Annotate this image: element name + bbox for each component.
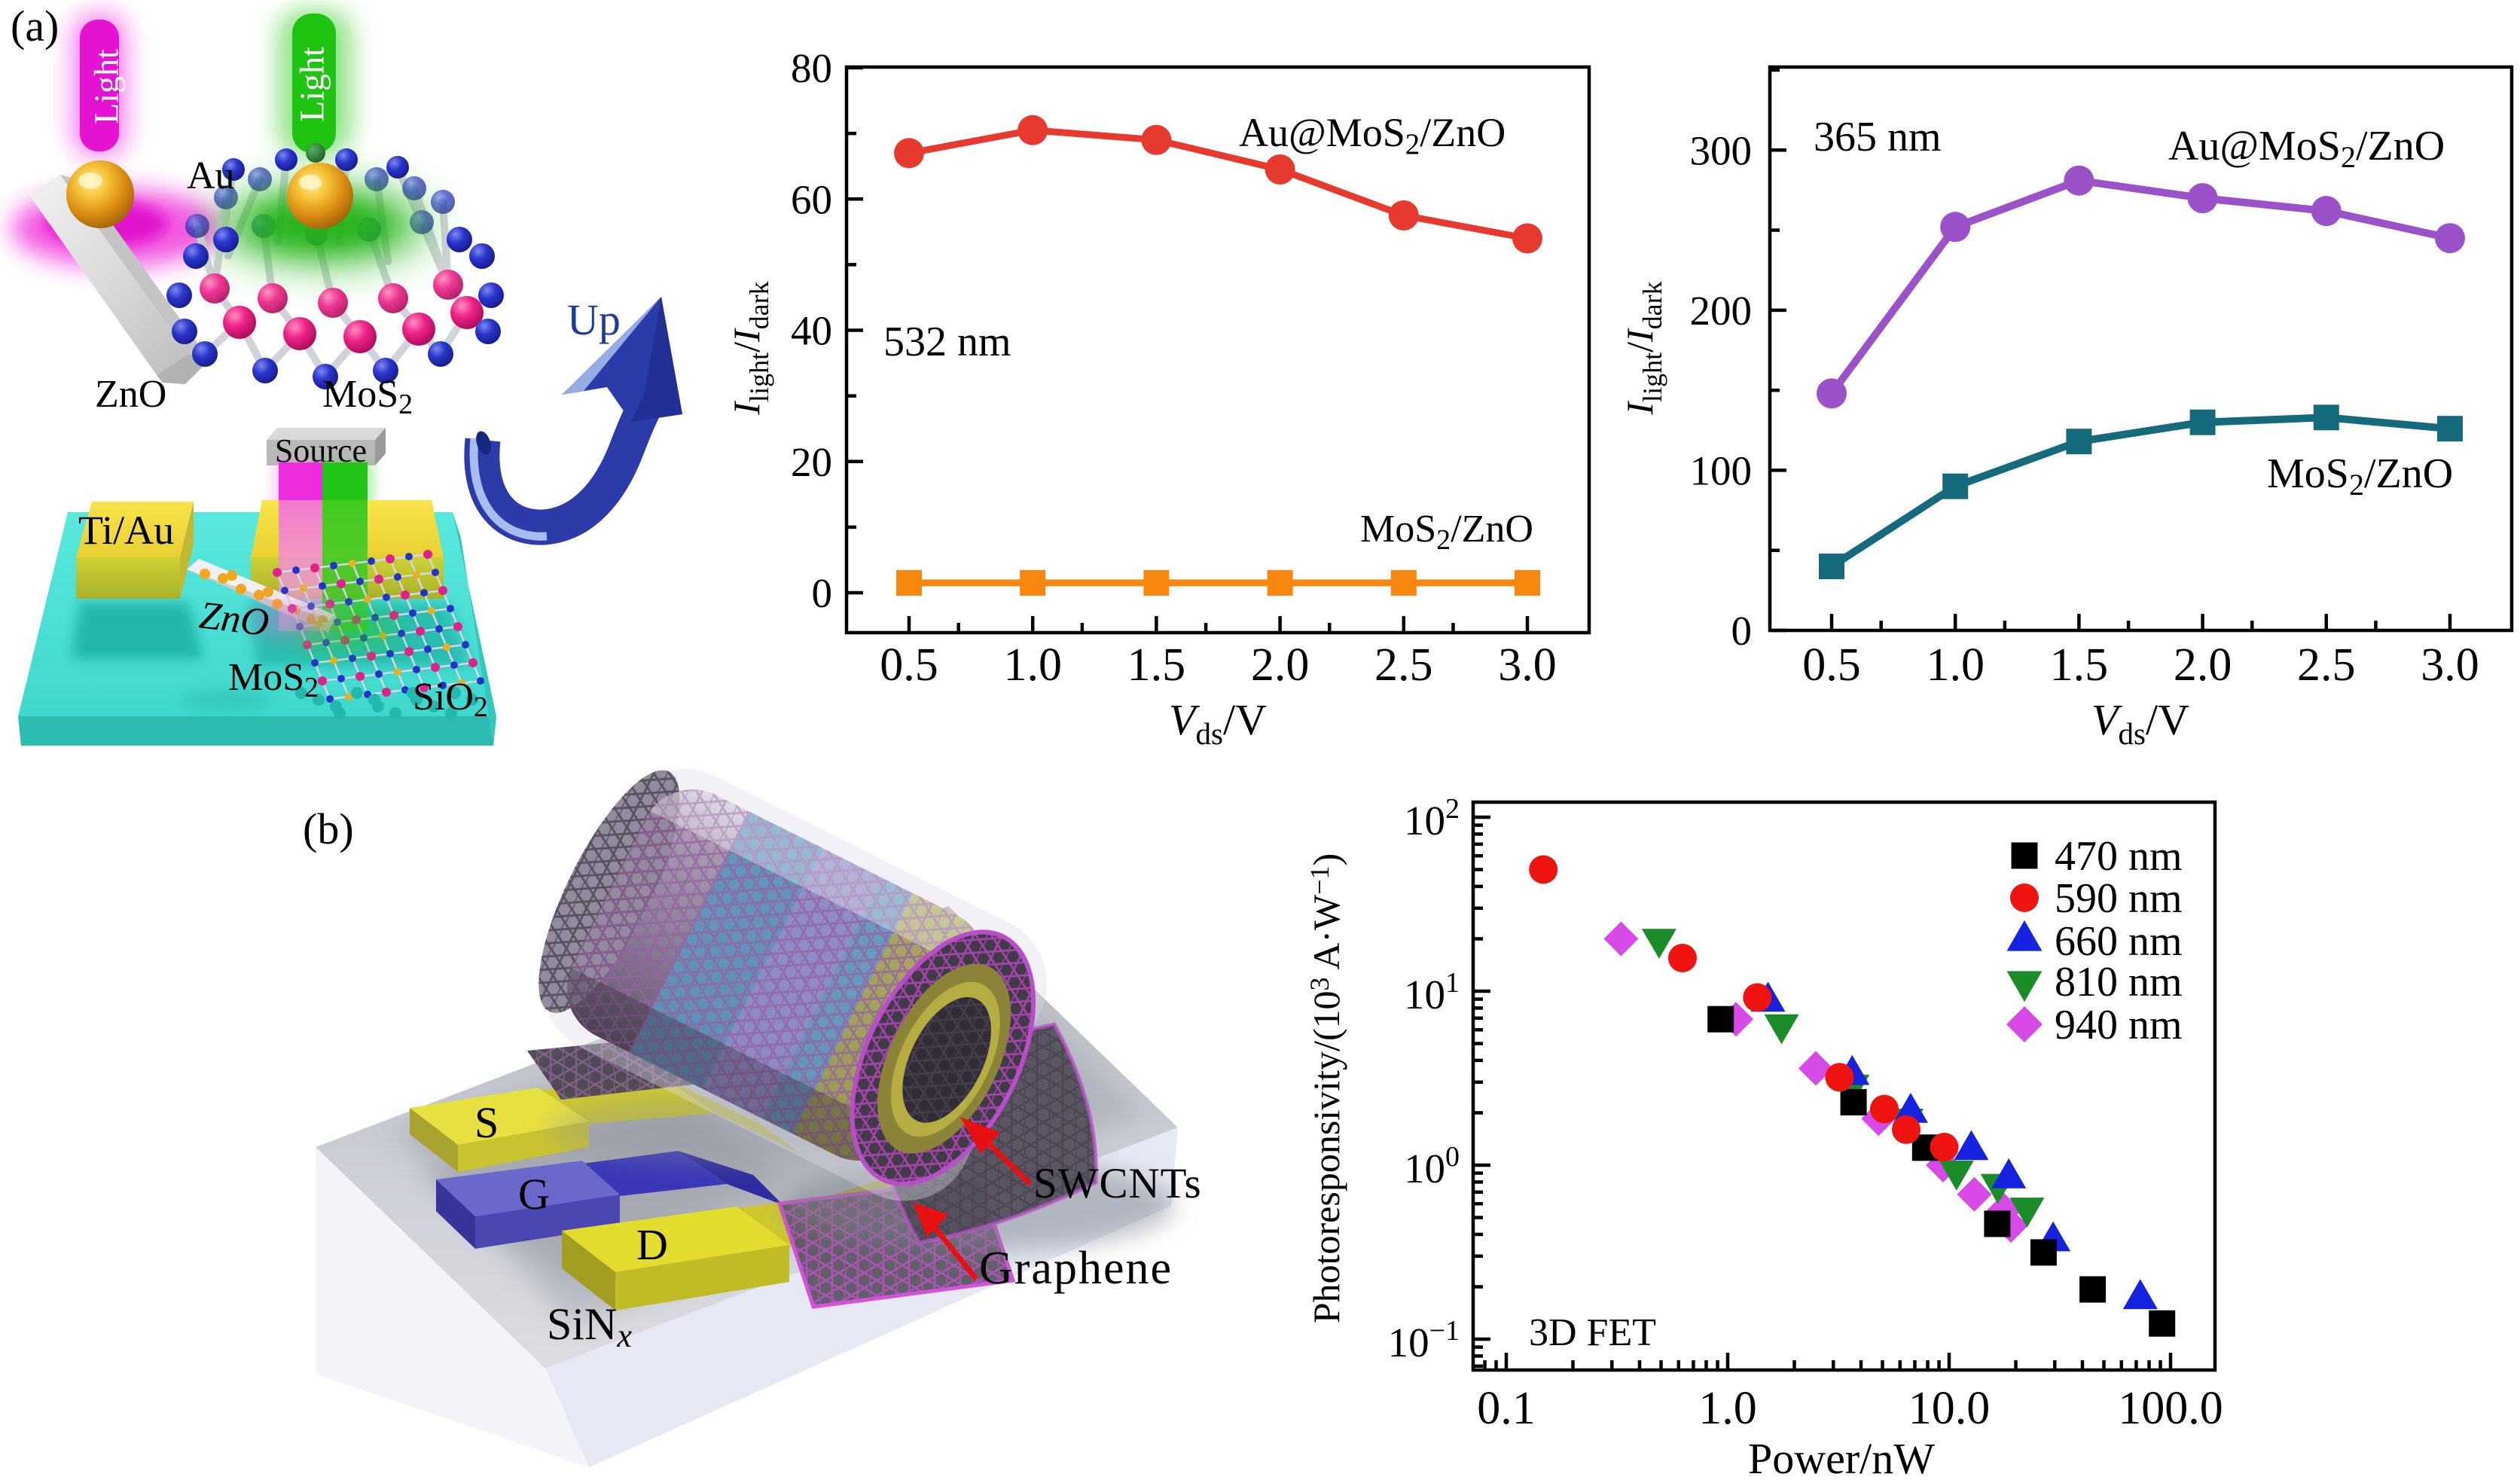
svg-text:3D FET: 3D FET bbox=[1529, 1311, 1656, 1354]
svg-text:MoS2/ZnO: MoS2/ZnO bbox=[1360, 508, 1533, 556]
svg-text:100: 100 bbox=[1690, 447, 1753, 493]
svg-text:940 nm: 940 nm bbox=[2055, 1002, 2183, 1048]
svg-text:60: 60 bbox=[791, 176, 832, 222]
svg-text:660 nm: 660 nm bbox=[2055, 918, 2183, 965]
svg-text:3.0: 3.0 bbox=[2421, 639, 2479, 691]
svg-text:300: 300 bbox=[1690, 127, 1753, 173]
svg-text:101: 101 bbox=[1404, 967, 1460, 1018]
svg-text:Vds/V: Vds/V bbox=[1169, 695, 1267, 751]
svg-text:0.1: 0.1 bbox=[1477, 1383, 1536, 1434]
svg-text:0: 0 bbox=[1731, 608, 1753, 654]
svg-text:D: D bbox=[636, 1220, 668, 1269]
svg-text:20: 20 bbox=[791, 439, 832, 485]
svg-text:Light: Light bbox=[293, 47, 331, 122]
svg-text:2.5: 2.5 bbox=[1374, 639, 1433, 691]
svg-text:590 nm: 590 nm bbox=[2055, 875, 2183, 922]
svg-text:MoS2: MoS2 bbox=[322, 373, 413, 420]
svg-text:MoS2: MoS2 bbox=[228, 656, 319, 703]
svg-text:(a): (a) bbox=[11, 2, 59, 50]
svg-text:Up: Up bbox=[567, 295, 621, 344]
svg-text:Light: Light bbox=[87, 49, 126, 124]
svg-text:Photoresponsivity/(103 A·W−1): Photoresponsivity/(103 A·W−1) bbox=[1304, 853, 1347, 1323]
svg-text:1.0: 1.0 bbox=[1926, 639, 1985, 691]
svg-text:1.0: 1.0 bbox=[1003, 639, 1062, 691]
svg-text:365 nm: 365 nm bbox=[1814, 114, 1942, 160]
svg-text:80: 80 bbox=[791, 45, 832, 91]
svg-text:200: 200 bbox=[1690, 288, 1753, 334]
svg-text:G: G bbox=[518, 1170, 550, 1219]
svg-text:S: S bbox=[474, 1098, 499, 1147]
svg-text:100: 100 bbox=[1404, 1141, 1460, 1192]
svg-text:Graphene: Graphene bbox=[979, 1243, 1173, 1294]
svg-text:0: 0 bbox=[812, 570, 833, 616]
svg-text:SWCNTs: SWCNTs bbox=[1033, 1160, 1202, 1207]
svg-text:2.0: 2.0 bbox=[2174, 639, 2232, 691]
svg-text:532 nm: 532 nm bbox=[883, 319, 1011, 365]
svg-text:Ti/Au: Ti/Au bbox=[78, 508, 174, 553]
svg-text:102: 102 bbox=[1404, 793, 1460, 844]
svg-text:Ilight/Idark: Ilight/Idark bbox=[725, 281, 774, 415]
svg-text:0.5: 0.5 bbox=[880, 639, 938, 691]
svg-text:Au@MoS2/ZnO: Au@MoS2/ZnO bbox=[1239, 110, 1506, 160]
svg-text:10−1: 10−1 bbox=[1388, 1315, 1460, 1366]
svg-text:Au: Au bbox=[187, 154, 235, 197]
svg-text:MoS2/ZnO: MoS2/ZnO bbox=[2267, 450, 2453, 502]
svg-text:470 nm: 470 nm bbox=[2055, 833, 2183, 880]
svg-text:Au@MoS2/ZnO: Au@MoS2/ZnO bbox=[2168, 123, 2445, 174]
svg-text:2.5: 2.5 bbox=[2297, 639, 2356, 691]
svg-text:Power/nW: Power/nW bbox=[1748, 1434, 1935, 1483]
svg-text:40: 40 bbox=[791, 308, 832, 354]
svg-text:0.5: 0.5 bbox=[1802, 639, 1861, 691]
svg-text:810 nm: 810 nm bbox=[2055, 959, 2183, 1005]
svg-text:10.0: 10.0 bbox=[1908, 1383, 1991, 1434]
svg-text:1.5: 1.5 bbox=[2050, 639, 2109, 691]
svg-text:1.5: 1.5 bbox=[1127, 639, 1186, 691]
svg-text:Vds/V: Vds/V bbox=[2091, 695, 2189, 751]
svg-text:(b): (b) bbox=[303, 804, 354, 853]
svg-text:Ilight/Idark: Ilight/Idark bbox=[1618, 281, 1667, 415]
svg-text:2.0: 2.0 bbox=[1251, 639, 1310, 691]
svg-text:1.0: 1.0 bbox=[1698, 1383, 1757, 1434]
svg-text:ZnO: ZnO bbox=[95, 373, 166, 416]
svg-text:ZnO: ZnO bbox=[197, 594, 272, 645]
svg-text:3.0: 3.0 bbox=[1498, 639, 1557, 691]
svg-text:100.0: 100.0 bbox=[2118, 1383, 2223, 1434]
